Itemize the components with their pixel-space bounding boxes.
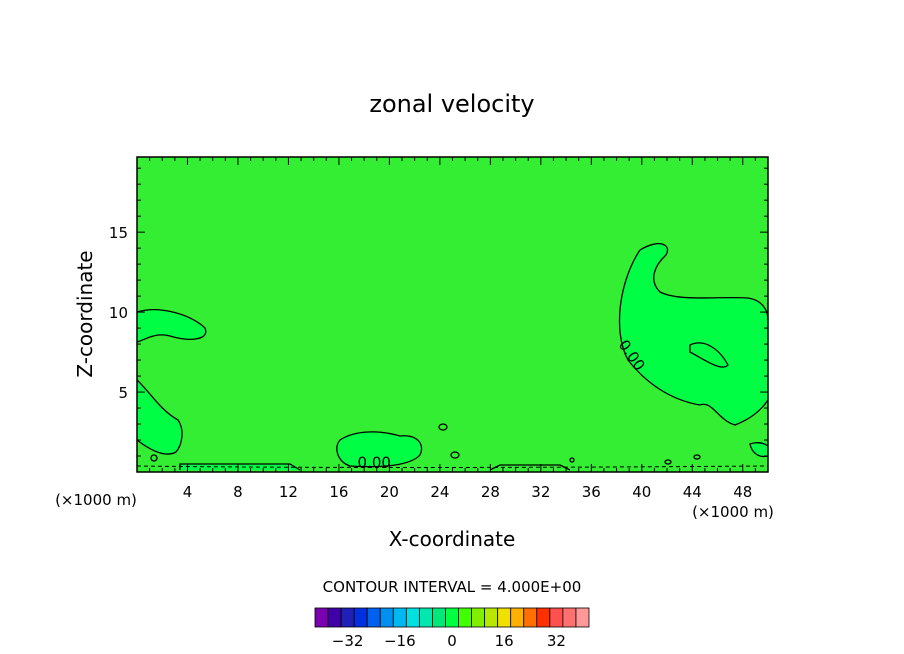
x-tick-label: 8 [233, 483, 243, 501]
x-tick-label: 20 [380, 483, 399, 501]
y-axis: 5 10 15 [109, 167, 768, 457]
colorbar-swatch [327, 607, 342, 628]
colorbar-swatch [405, 607, 420, 628]
contour-bottom-center [336, 431, 423, 468]
contour-right [618, 243, 769, 426]
colorbar-swatch [314, 607, 329, 628]
colorbar-swatch [497, 607, 512, 628]
colorbar-swatch [510, 607, 525, 628]
colorbar-swatch [458, 607, 472, 628]
x-tick-label: 36 [582, 483, 601, 501]
colorbar-swatch [445, 607, 459, 628]
colorbar-swatch [549, 607, 564, 628]
colorbar-swatch [536, 607, 551, 628]
colorbar-swatch [562, 607, 577, 628]
contour-small-6 [569, 457, 575, 463]
colorbar-swatch [379, 607, 394, 628]
colorbar-tick-label: 0 [447, 632, 457, 650]
colorbar [314, 607, 590, 628]
colorbar-swatch [366, 607, 381, 628]
colorbar-tick-label: −16 [384, 632, 416, 650]
colorbar-swatch [575, 607, 590, 628]
x-axis: 4 8 12 16 20 24 28 32 36 40 44 48 [149, 157, 756, 501]
contour-left-upper [136, 309, 207, 343]
colorbar-swatch [392, 607, 407, 628]
contour-small-4 [664, 459, 672, 465]
x-tick-label: 48 [733, 483, 752, 501]
contour-bottom-strip [179, 463, 301, 471]
contour-small-1 [438, 423, 448, 431]
colorbar-swatch [523, 607, 538, 628]
chart-title: zonal velocity [369, 90, 534, 118]
positive-region-right-bottom [750, 441, 768, 457]
x-unit-label: (×1000 m) [692, 503, 774, 521]
contour-interval-label: CONTOUR INTERVAL = 4.000E+00 [323, 578, 582, 596]
y-tick-label: 5 [118, 384, 128, 402]
colorbar-swatch [353, 607, 368, 628]
colorbar-tick-label: 32 [547, 632, 566, 650]
contour-small-3 [150, 454, 158, 462]
contour-label: 0.00 [358, 453, 391, 471]
x-tick-label: 4 [183, 483, 193, 501]
x-tick-label: 40 [632, 483, 651, 501]
x-tick-label: 12 [279, 483, 298, 501]
y-tick-label: 10 [109, 304, 128, 322]
contour-small-5 [693, 454, 701, 460]
positive-region-bottom-strip [180, 464, 300, 470]
contour-bottom-edge [136, 465, 769, 468]
colorbar-tick-label: 16 [495, 632, 514, 650]
colorbar-swatch [340, 607, 355, 628]
x-axis-label: X-coordinate [389, 527, 516, 551]
y-unit-label: (×1000 m) [55, 491, 137, 509]
colorbar-swatch [432, 607, 446, 628]
colorbar-swatch [484, 607, 499, 628]
x-tick-label: 32 [531, 483, 550, 501]
contour-lines [136, 243, 769, 471]
positive-region-left-lower [137, 380, 183, 455]
contour-right-hole [689, 342, 729, 368]
x-tick-label: 28 [481, 483, 500, 501]
x-tick-label: 24 [430, 483, 449, 501]
positive-region-bottom-center [336, 431, 422, 467]
colorbar-labels: −32 −16 0 16 32 [332, 632, 566, 650]
positive-region-right [619, 243, 768, 425]
contour-small-2 [450, 451, 460, 459]
x-tick-label: 16 [329, 483, 348, 501]
colorbar-swatch [471, 607, 486, 628]
colorbar-swatch [418, 607, 433, 628]
y-tick-label: 15 [109, 224, 128, 242]
y-axis-label: Z-coordinate [73, 250, 97, 377]
x-tick-label: 44 [683, 483, 702, 501]
contour-right-bottom [749, 442, 769, 458]
contour-left-lower [136, 379, 183, 455]
plot-area: 0.000.00 [136, 156, 769, 473]
colorbar-tick-label: −32 [332, 632, 364, 650]
